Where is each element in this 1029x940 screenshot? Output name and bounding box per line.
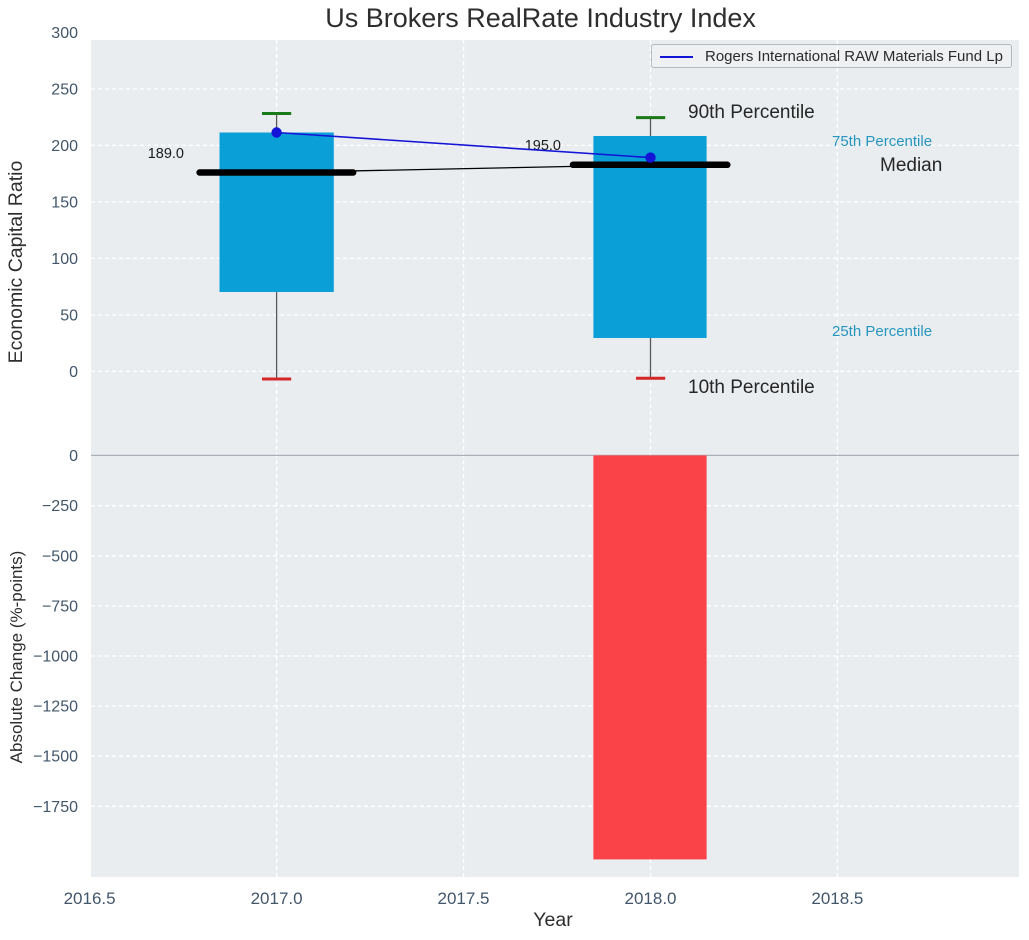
svg-text:2016.5: 2016.5 bbox=[64, 889, 116, 908]
svg-text:−250: −250 bbox=[42, 498, 78, 515]
svg-text:75th Percentile: 75th Percentile bbox=[832, 133, 932, 150]
svg-text:−1000: −1000 bbox=[33, 649, 78, 666]
svg-text:50: 50 bbox=[60, 307, 78, 324]
svg-text:200: 200 bbox=[51, 138, 78, 155]
svg-text:Economic Capital Ratio: Economic Capital Ratio bbox=[5, 161, 27, 364]
svg-text:2017.0: 2017.0 bbox=[251, 889, 303, 908]
svg-text:300: 300 bbox=[51, 25, 78, 42]
svg-text:Median: Median bbox=[880, 155, 942, 176]
svg-text:150: 150 bbox=[51, 194, 78, 211]
svg-text:−1500: −1500 bbox=[33, 749, 78, 766]
svg-text:2017.5: 2017.5 bbox=[438, 889, 490, 908]
svg-text:−1750: −1750 bbox=[33, 799, 78, 816]
svg-text:0: 0 bbox=[69, 448, 78, 465]
svg-text:10th Percentile: 10th Percentile bbox=[688, 377, 815, 398]
svg-text:25th Percentile: 25th Percentile bbox=[832, 323, 932, 340]
svg-text:2018.0: 2018.0 bbox=[625, 889, 677, 908]
svg-text:100: 100 bbox=[51, 251, 78, 268]
svg-text:Absolute Change (%-points): Absolute Change (%-points) bbox=[7, 551, 26, 764]
svg-text:90th Percentile: 90th Percentile bbox=[688, 102, 815, 123]
svg-text:−750: −750 bbox=[42, 598, 78, 615]
svg-text:250: 250 bbox=[51, 81, 78, 98]
svg-text:2018.5: 2018.5 bbox=[811, 889, 863, 908]
svg-text:−500: −500 bbox=[42, 548, 78, 565]
svg-text:0: 0 bbox=[69, 364, 78, 381]
svg-text:189.0: 189.0 bbox=[148, 146, 184, 162]
svg-text:−1250: −1250 bbox=[33, 699, 78, 716]
svg-text:Year: Year bbox=[533, 909, 573, 931]
